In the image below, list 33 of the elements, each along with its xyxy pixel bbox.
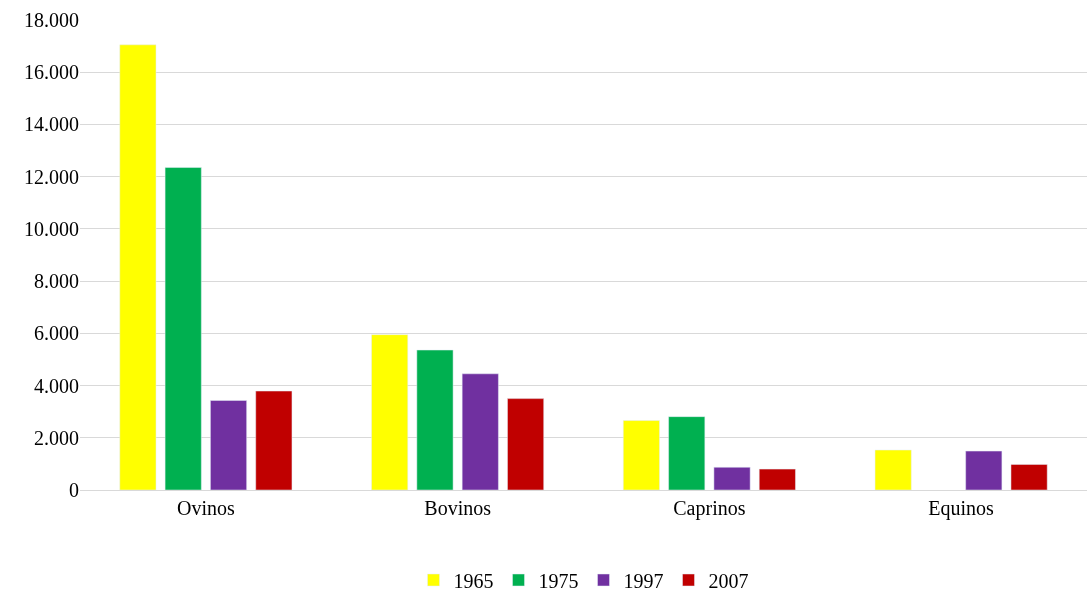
y-tick-label: 14.000 [24,113,79,136]
bar [1010,464,1048,490]
legend-label: 2007 [708,569,749,592]
x-tick-label: Ovinos [176,497,235,519]
bar [416,349,454,490]
y-tick-label: 0 [69,479,79,501]
y-tick-label: 4.000 [34,374,79,397]
legend-label: 1975 [538,569,579,592]
y-tick-label: 2.000 [34,426,79,449]
bar [623,420,660,490]
bar [210,400,247,490]
bar [255,390,293,490]
x-tick-label: Equinos [928,497,995,520]
bar [164,167,202,490]
bar [713,467,751,490]
y-tick-label: 16.000 [24,61,79,84]
x-tick-label: Bovinos [424,497,492,519]
bar [965,450,1003,490]
bar [874,449,912,490]
y-tick-label: 10.000 [24,217,79,240]
x-tick-label: Caprinos [673,497,746,520]
bar [461,373,499,490]
bar [758,468,796,490]
bar [668,416,706,490]
legend-label: 1997 [623,569,664,592]
y-tick-label: 8.000 [34,270,79,293]
bar [371,334,409,490]
y-tick-label: 12.000 [24,165,79,188]
legend-label: 1965 [453,569,494,592]
bar [119,44,157,490]
y-tick-label: 18.000 [24,9,79,31]
bar [507,398,544,490]
y-tick-label: 6.000 [34,322,79,345]
